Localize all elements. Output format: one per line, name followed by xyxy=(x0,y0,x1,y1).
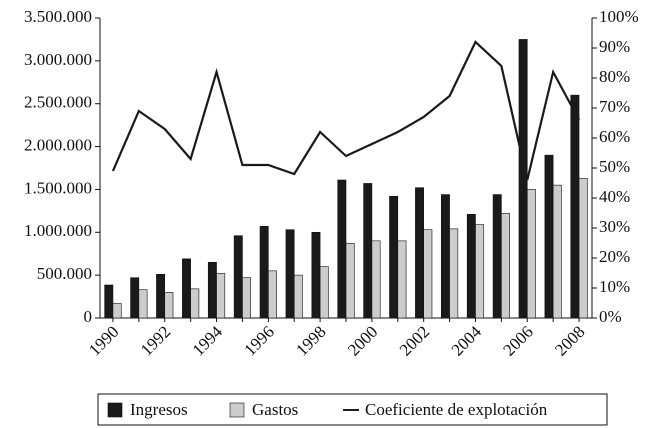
bar xyxy=(207,261,217,319)
legend-swatch xyxy=(107,402,123,418)
y2-tick-label: 50% xyxy=(599,157,630,176)
bar xyxy=(216,273,226,319)
y-tick-label: 1.000.000 xyxy=(24,221,92,240)
bar xyxy=(337,179,347,319)
bar xyxy=(363,183,373,319)
bar xyxy=(156,273,166,319)
bar xyxy=(578,177,588,319)
y2-tick-label: 60% xyxy=(599,127,630,146)
y2-tick-label: 90% xyxy=(599,37,630,56)
y-tick-label: 0 xyxy=(84,307,93,326)
y2-tick-label: 70% xyxy=(599,97,630,116)
bar xyxy=(492,194,502,319)
bar xyxy=(570,94,580,319)
bar xyxy=(526,189,536,319)
bar xyxy=(112,303,122,319)
y2-tick-label: 40% xyxy=(599,187,630,206)
bar xyxy=(233,235,243,319)
bar xyxy=(552,184,562,319)
bar xyxy=(164,291,174,319)
y2-tick-label: 30% xyxy=(599,217,630,236)
x-tick-label: 1992 xyxy=(137,322,174,359)
x-tick-label: 1990 xyxy=(85,322,122,359)
bar xyxy=(182,258,191,319)
y2-tick-label: 80% xyxy=(599,67,630,86)
bar xyxy=(501,213,510,319)
x-tick-label: 2004 xyxy=(448,322,486,360)
bar xyxy=(371,240,381,319)
y2-tick-label: 20% xyxy=(599,247,630,266)
y-tick-label: 500.000 xyxy=(37,264,92,283)
bar xyxy=(293,274,303,319)
x-tick-label: 1994 xyxy=(189,322,227,360)
bar xyxy=(449,228,459,319)
bar xyxy=(259,225,269,319)
legend-swatch xyxy=(229,402,245,418)
bar xyxy=(130,277,140,319)
bar xyxy=(475,224,485,319)
y-tick-label: 1.500.000 xyxy=(24,178,92,197)
y2-tick-label: 0% xyxy=(599,307,622,326)
x-tick-label: 2006 xyxy=(499,322,536,359)
legend-label: Ingresos xyxy=(130,400,188,419)
y2-tick-label: 10% xyxy=(599,277,630,296)
x-tick-label: 1996 xyxy=(240,322,277,359)
bar xyxy=(415,187,424,319)
bar xyxy=(190,288,200,319)
x-tick-label: 2008 xyxy=(551,322,588,359)
bar xyxy=(389,195,399,319)
line xyxy=(111,40,581,181)
bar xyxy=(138,289,148,319)
bar xyxy=(104,284,114,319)
bar xyxy=(466,213,476,319)
bar xyxy=(440,194,450,319)
y2-tick-label: 100% xyxy=(599,7,639,26)
bar xyxy=(311,231,321,319)
y-tick-label: 2.000.000 xyxy=(24,135,92,154)
x-tick-label: 2002 xyxy=(396,322,433,359)
bar xyxy=(319,266,329,319)
y-tick-label: 3.000.000 xyxy=(24,50,92,69)
legend-label: Coeficiente de explotación xyxy=(365,400,548,419)
x-tick-label: 2000 xyxy=(344,322,381,359)
bar xyxy=(345,243,355,319)
x-tick-label: 1998 xyxy=(292,322,329,359)
y-tick-label: 3.500.000 xyxy=(24,7,92,26)
bar xyxy=(397,240,407,319)
bar xyxy=(285,229,295,319)
legend-box xyxy=(97,393,608,426)
y-tick-label: 2.500.000 xyxy=(24,93,92,112)
bar xyxy=(242,277,252,319)
bar xyxy=(268,270,277,319)
bar xyxy=(423,229,433,319)
legend-label: Gastos xyxy=(252,400,298,419)
bar xyxy=(544,154,554,319)
